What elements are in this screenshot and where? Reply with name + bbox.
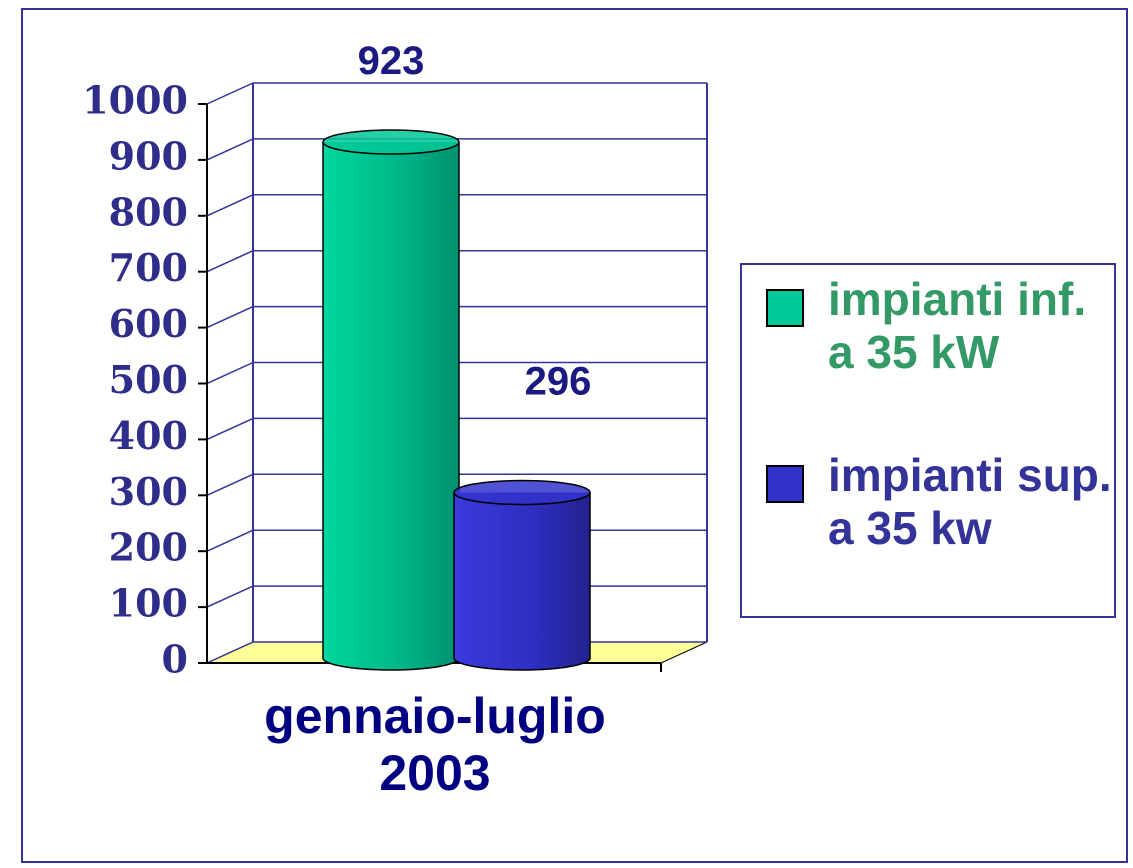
bar-body xyxy=(323,142,459,659)
grid-line xyxy=(206,82,254,105)
y-tick-label: 600 xyxy=(109,301,188,346)
bar xyxy=(453,479,591,671)
legend-swatch xyxy=(766,465,804,503)
y-tick-label: 400 xyxy=(109,413,188,458)
bar-bottom xyxy=(453,657,591,671)
legend-swatch xyxy=(766,289,804,327)
y-tick-label: 800 xyxy=(109,189,188,234)
legend-label: impianti sup. a 35 kw xyxy=(828,449,1112,554)
bar-top xyxy=(322,129,460,155)
y-tick-label: 1000 xyxy=(82,78,188,123)
frame xyxy=(21,8,1128,863)
value-label: 296 xyxy=(525,360,592,404)
legend-label: impianti inf. a 35 kW xyxy=(828,273,1087,378)
y-tick-label: 700 xyxy=(109,245,188,290)
grid-line xyxy=(206,305,254,329)
value-label: 923 xyxy=(358,39,425,83)
grid-line xyxy=(206,138,254,161)
grid-line xyxy=(206,473,254,496)
grid-line xyxy=(206,194,254,217)
bar-body xyxy=(454,492,590,658)
grid-line xyxy=(206,641,254,664)
grid-line xyxy=(206,417,254,441)
grid-line xyxy=(206,361,254,385)
grid-line xyxy=(206,250,254,273)
bar-top xyxy=(453,479,591,506)
grid-line xyxy=(206,529,254,552)
y-tick-label: 0 xyxy=(162,637,188,682)
y-tick-label: 900 xyxy=(109,133,188,178)
grid-line xyxy=(206,585,254,608)
y-tick-label: 100 xyxy=(109,581,188,626)
category-label: gennaio-luglio 2003 xyxy=(264,688,606,801)
y-tick-label: 200 xyxy=(109,525,188,570)
bar-bottom xyxy=(322,657,460,671)
legend: impianti inf. a 35 kW impianti sup. a 35 … xyxy=(740,263,1116,618)
bar xyxy=(322,129,460,671)
y-tick-label: 500 xyxy=(109,357,188,402)
y-tick-label: 300 xyxy=(109,469,188,514)
